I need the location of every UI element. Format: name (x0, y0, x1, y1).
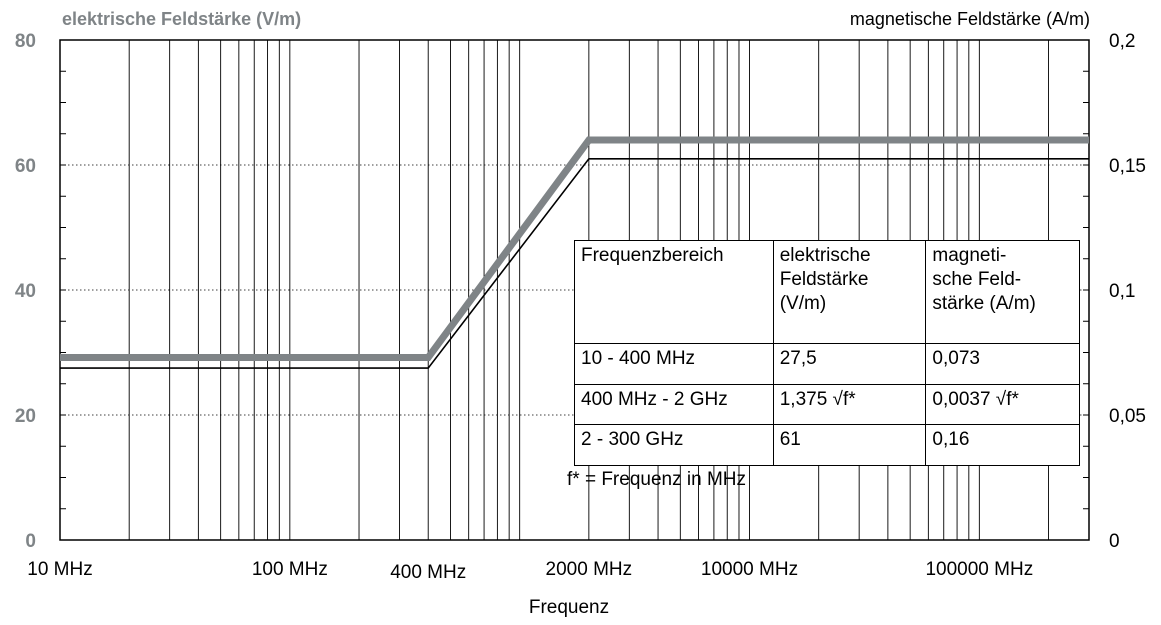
header-line: Frequenzbereich (581, 245, 724, 266)
header-line: sche Feld- (932, 269, 1022, 290)
right-tick-label: 0,15 (1109, 156, 1146, 177)
table-row: 2 - 300 GHz 61 0,16 (574, 424, 1080, 466)
right-tick-label: 0,05 (1109, 406, 1146, 427)
limits-table: Frequenzbereich elektrische Feldstärke (… (574, 239, 1080, 466)
x-tick-label: 10000 MHz (701, 559, 798, 580)
table-cell: 400 MHz - 2 GHz (574, 383, 774, 426)
series-layer (60, 136, 1089, 369)
table-row: 400 MHz - 2 GHz 1,375 √f* 0,0037 √f* (574, 383, 1080, 426)
right-tick-label: 0,2 (1109, 31, 1135, 52)
table-cell: 0,0037 √f* (925, 383, 1080, 426)
table-cell: 10 - 400 MHz (574, 343, 774, 385)
right-tick-label: 0 (1109, 531, 1120, 552)
table-header-cell: Frequenzbereich (574, 239, 774, 345)
x-tick-label: 100000 MHz (925, 559, 1033, 580)
left-tick-label: 60 (15, 156, 36, 177)
right-axis-title: magnetische Feldstärke (A/m) (850, 9, 1090, 29)
table-row: 10 - 400 MHz 27,5 0,073 (574, 343, 1080, 385)
right-tick-label: 0,1 (1109, 281, 1135, 302)
header-line: Feldstärke (779, 269, 869, 290)
x-tick-label: 400 MHz (390, 562, 466, 583)
left-tick-label: 0 (25, 531, 36, 552)
series-line (60, 158, 1089, 369)
table-cell: 61 (772, 424, 927, 466)
table-cell: 2 - 300 GHz (574, 424, 774, 466)
x-axis-label: Frequenz (529, 597, 609, 618)
left-tick-label: 40 (15, 281, 36, 302)
header-line: (V/m) (779, 293, 827, 314)
header-line: magneti- (932, 245, 1007, 266)
table-cell: 27,5 (772, 343, 927, 385)
series-line (60, 136, 1089, 361)
x-tick-label: 100 MHz (252, 559, 328, 580)
header-line: stärke (A/m) (932, 293, 1036, 314)
table-header-cell: magneti- sche Feld- stärke (A/m) (925, 239, 1080, 345)
table-cell: 1,375 √f* (772, 383, 927, 426)
x-tick-label: 2000 MHz (546, 559, 633, 580)
table-footnote: f* = Frequenz in MHz (567, 469, 746, 490)
left-tick-label: 20 (15, 406, 36, 427)
header-line: elektrische (779, 245, 871, 266)
axis-ticks (60, 39, 1089, 541)
table-header-cell: elektrische Feldstärke (V/m) (772, 239, 927, 345)
table-cell: 0,16 (925, 424, 1080, 466)
table-cell: 0,073 (925, 343, 1080, 385)
tick-labels: 0 20 40 60 80 0 0,05 0,1 0,15 0,2 10 MHz 100 MHz 400… (15, 31, 1146, 583)
left-tick-label: 80 (15, 31, 36, 52)
table-header-row: Frequenzbereich elektrische Feldstärke (… (574, 239, 1080, 345)
left-axis-title: elektrische Feldstärke (V/m) (62, 9, 301, 29)
x-tick-label: 10 MHz (27, 559, 92, 580)
